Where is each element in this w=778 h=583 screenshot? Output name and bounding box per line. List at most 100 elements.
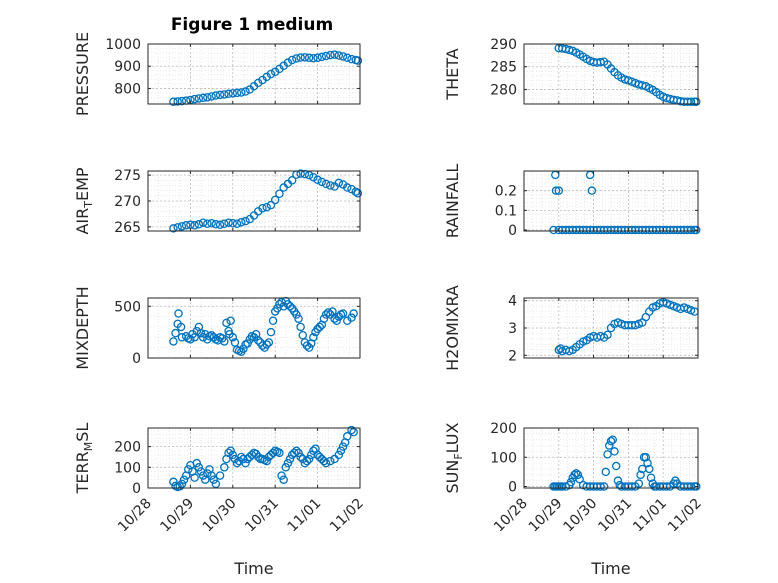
y-tick-label: 0.2 (495, 184, 517, 200)
data-point-pressure (198, 93, 208, 103)
data-point-pressure (309, 53, 318, 63)
data-point-air-temp (211, 220, 221, 229)
ylabel-terr-msl: TERRMSL (73, 423, 95, 495)
data-point-air-temp (262, 202, 271, 212)
data-point-terr-msl (306, 450, 316, 460)
data-point-mixdepth (330, 314, 339, 323)
data-point-pressure (334, 51, 344, 60)
subplot-rainfall: 0 0.1 0.2 RAINFALL (443, 164, 701, 239)
ylabel-part: F (452, 453, 465, 459)
data-point-pressure (287, 55, 297, 65)
y-tick-label: 900 (114, 59, 141, 75)
data-point-terr-msl (175, 482, 185, 491)
data-point-terr-msl (296, 452, 305, 462)
data-point-sun-flux (606, 436, 616, 446)
data-point-air-temp (317, 177, 327, 187)
ylabel-part: THETA (443, 48, 462, 100)
data-point-mixdepth (228, 333, 238, 342)
data-point-terr-msl (279, 475, 288, 484)
data-point-air-temp (353, 188, 363, 198)
data-point-pressure (321, 51, 331, 61)
x-tick-label: 10/29 (526, 496, 566, 536)
data-point-terr-msl (190, 473, 199, 482)
x-tick-label: 10/28 (491, 496, 531, 536)
data-point-sun-flux (603, 450, 612, 459)
ylabel-rainfall: RAINFALL (443, 164, 462, 239)
data-point-sun-flux (636, 470, 645, 480)
data-point-sun-flux (615, 480, 624, 490)
y-tick-label: 500 (114, 299, 141, 315)
data-point-mixdepth (243, 339, 252, 348)
data-point-air-temp (313, 175, 322, 185)
data-point-air-temp (304, 170, 314, 180)
data-point-terr-msl (292, 446, 301, 456)
y-tick-label: 290 (490, 37, 517, 53)
data-point-pressure (330, 50, 339, 59)
data-point-mixdepth (347, 313, 356, 322)
ylabel-pressure: PRESSURE (73, 32, 92, 116)
ylabel-part: TERR (73, 451, 92, 494)
subplot-theta: 280 285 290 THETA (443, 37, 701, 106)
data-point-sun-flux (566, 477, 576, 487)
data-point-pressure (220, 90, 229, 99)
data-point-terr-msl (268, 448, 278, 458)
data-point-terr-msl (275, 448, 284, 458)
data-point-sun-flux (573, 470, 583, 480)
x-tick-label: 10/30 (561, 496, 601, 536)
data-point-pressure (338, 52, 348, 61)
data-point-pressure (169, 97, 178, 107)
data-point-pressure (194, 94, 204, 103)
y-tick-label: 0.1 (495, 203, 517, 219)
data-point-air-temp (203, 219, 212, 229)
data-point-terr-msl (179, 475, 189, 484)
data-point-terr-msl (285, 454, 295, 464)
ylabel-part: LUX (443, 422, 462, 453)
data-point-pressure (317, 52, 327, 62)
data-point-sun-flux (596, 482, 605, 491)
data-point-terr-msl (326, 456, 335, 466)
subplot-h2omixra: 2 3 4 H2OMIXRA (443, 285, 699, 371)
axes-box-rainfall (523, 170, 699, 232)
data-point-sun-flux (692, 482, 701, 491)
data-point-pressure (296, 53, 305, 62)
data-point-terr-msl (281, 463, 291, 472)
data-point-mixdepth (239, 344, 248, 353)
data-point-pressure (343, 53, 352, 63)
subplot-air-temp: 265 270 275 AIRTEMP (73, 167, 363, 236)
data-point-pressure (262, 72, 271, 82)
data-point-pressure (353, 56, 363, 65)
subplot-sun-flux: 0 100 200 SUNFLUX 10/2810/2910/3010/3111/011… (443, 421, 705, 578)
ylabel-part: M (82, 442, 95, 452)
subplot-pressure: 800 900 1000 PRESSURE (73, 32, 363, 116)
ylabel-sun-flux: SUNFLUX (443, 422, 465, 493)
subplot-terr-msl: 0 100 200 TERRMSL 10/28 10/29 10/30 10/31 11/01 1… (73, 423, 367, 578)
data-point-rainfall (686, 225, 696, 235)
ylabel-part: T (82, 201, 95, 209)
axes-box-pressure (147, 43, 361, 105)
x-tick-label: 11/01 (630, 496, 670, 536)
data-point-mixdepth (171, 328, 180, 338)
data-point-mixdepth (292, 310, 301, 319)
ylabel-part: H2OMIXRA (443, 285, 462, 371)
data-point-pressure (241, 87, 250, 96)
x-tick-label: 10/31 (242, 496, 282, 536)
data-point-mixdepth (338, 309, 348, 318)
data-point-mixdepth (268, 316, 278, 326)
data-point-terr-msl (319, 456, 329, 466)
data-point-rainfall (554, 186, 564, 195)
data-point-mixdepth (266, 327, 276, 337)
data-point-terr-msl (349, 427, 358, 437)
data-point-pressure (292, 54, 301, 63)
y-tick-label: 0 (508, 480, 517, 496)
data-point-mixdepth (226, 316, 235, 326)
data-point-terr-msl (226, 446, 235, 456)
y-tick-label: 800 (114, 81, 141, 97)
data-point-sun-flux (686, 482, 696, 491)
data-point-mixdepth (186, 335, 195, 344)
y-tick-label: 3 (508, 321, 517, 337)
data-point-air-temp (266, 200, 276, 210)
data-point-mixdepth (285, 302, 295, 311)
y-tick-label: 265 (114, 220, 141, 236)
data-point-air-temp (215, 220, 225, 230)
